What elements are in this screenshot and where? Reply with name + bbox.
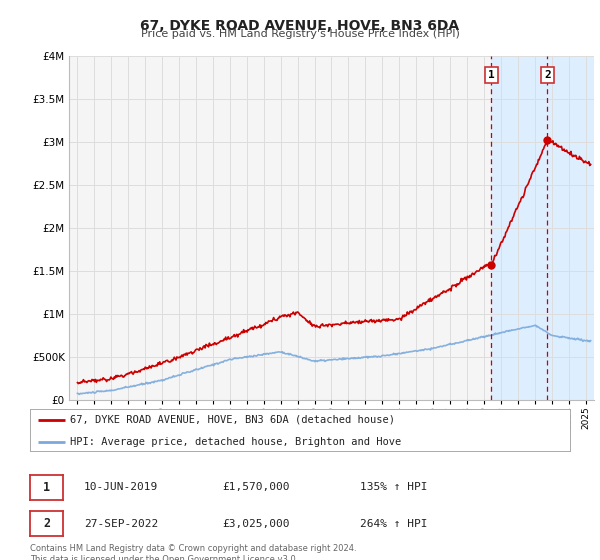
Text: 1: 1 [43,480,50,494]
Text: 264% ↑ HPI: 264% ↑ HPI [360,519,427,529]
Text: Price paid vs. HM Land Registry's House Price Index (HPI): Price paid vs. HM Land Registry's House … [140,29,460,39]
Text: £1,570,000: £1,570,000 [222,482,290,492]
Text: 10-JUN-2019: 10-JUN-2019 [84,482,158,492]
Text: Contains HM Land Registry data © Crown copyright and database right 2024.
This d: Contains HM Land Registry data © Crown c… [30,544,356,560]
Text: 2: 2 [544,70,551,80]
Text: 1: 1 [488,70,495,80]
Text: 135% ↑ HPI: 135% ↑ HPI [360,482,427,492]
Bar [491,56,594,400]
Text: 67, DYKE ROAD AVENUE, HOVE, BN3 6DA (detached house): 67, DYKE ROAD AVENUE, HOVE, BN3 6DA (det… [71,415,395,424]
Text: HPI: Average price, detached house, Brighton and Hove: HPI: Average price, detached house, Brig… [71,437,402,446]
Text: £3,025,000: £3,025,000 [222,519,290,529]
Text: 2: 2 [43,517,50,530]
Text: 27-SEP-2022: 27-SEP-2022 [84,519,158,529]
Text: 67, DYKE ROAD AVENUE, HOVE, BN3 6DA: 67, DYKE ROAD AVENUE, HOVE, BN3 6DA [140,19,460,33]
